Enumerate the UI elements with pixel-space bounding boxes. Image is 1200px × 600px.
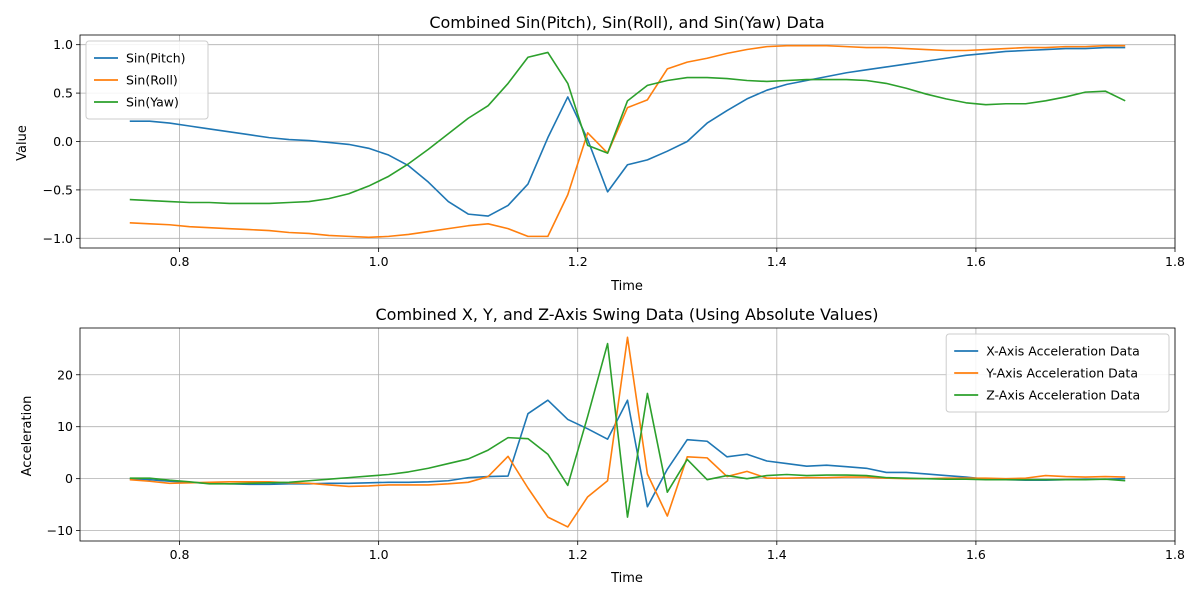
- legend-box: [945, 333, 1170, 413]
- legend-label: Sin(Yaw): [126, 95, 179, 110]
- x-axis-label: Time: [610, 279, 643, 294]
- legend-label: Y-Axis Acceleration Data: [985, 366, 1138, 381]
- x-tick-label: 1.0: [369, 547, 389, 562]
- chart-title: Combined Sin(Pitch), Sin(Roll), and Sin(…: [429, 13, 824, 32]
- y-tick-label: −0.5: [43, 182, 73, 197]
- legend-label: Sin(Roll): [126, 73, 178, 88]
- y-axis-ticks: −1.0 −0.5 0.0 0.5 1.0: [43, 37, 80, 246]
- y-axis-label: Value: [15, 125, 30, 161]
- plot-frame: [79, 327, 1176, 542]
- y-tick-label: 0: [65, 471, 73, 486]
- series-line-3: [129, 51, 1126, 205]
- legend-label: X-Axis Acceleration Data: [986, 344, 1140, 359]
- x-tick-label: 1.6: [966, 254, 986, 269]
- series-line-2: [129, 44, 1126, 239]
- y-tick-label: −10: [47, 523, 73, 538]
- series-line-1: [129, 46, 1126, 217]
- y-tick-label: 1.0: [53, 37, 73, 52]
- legend-label: Z-Axis Acceleration Data: [986, 388, 1140, 403]
- x-tick-label: 1.8: [1165, 254, 1185, 269]
- xyz-acceleration-chart: Combined X, Y, and Z-Axis Swing Data (Us…: [20, 305, 1185, 586]
- legend: X-Axis Acceleration Data Y-Axis Accelerat…: [945, 333, 1170, 413]
- x-tick-label: 1.2: [568, 254, 588, 269]
- x-tick-label: 1.6: [966, 547, 986, 562]
- series-line-2: [129, 336, 1126, 528]
- legend-box: [85, 40, 209, 120]
- y-tick-label: 20: [57, 367, 73, 382]
- pitch-roll-yaw-chart: Combined Sin(Pitch), Sin(Roll), and Sin(…: [15, 13, 1185, 294]
- x-tick-label: 1.2: [568, 547, 588, 562]
- chart-title: Combined X, Y, and Z-Axis Swing Data (Us…: [375, 305, 878, 324]
- x-tick-label: 0.8: [170, 547, 190, 562]
- y-tick-label: 0.5: [53, 86, 73, 101]
- series-layer: [129, 44, 1126, 239]
- x-tick-label: 1.4: [767, 254, 787, 269]
- x-tick-label: 0.8: [170, 254, 190, 269]
- y-tick-label: 0.0: [53, 134, 73, 149]
- x-tick-label: 1.4: [767, 547, 787, 562]
- legend: Sin(Pitch) Sin(Roll) Sin(Yaw): [85, 40, 209, 120]
- x-axis-ticks: 0.8 1.0 1.2 1.4 1.6 1.8: [170, 541, 1185, 562]
- series-layer: [129, 336, 1126, 528]
- x-tick-label: 1.0: [369, 254, 389, 269]
- x-axis-label: Time: [610, 571, 643, 586]
- legend-label: Sin(Pitch): [126, 51, 186, 66]
- y-tick-label: 10: [57, 419, 73, 434]
- series-line-1: [129, 399, 1126, 508]
- y-axis-ticks: −10 0 10 20: [47, 367, 80, 538]
- x-axis-ticks: 0.8 1.0 1.2 1.4 1.6 1.8: [170, 248, 1185, 269]
- x-tick-label: 1.8: [1165, 547, 1185, 562]
- series-line-3: [129, 342, 1126, 518]
- y-tick-label: −1.0: [43, 231, 73, 246]
- y-axis-label: Acceleration: [20, 396, 35, 477]
